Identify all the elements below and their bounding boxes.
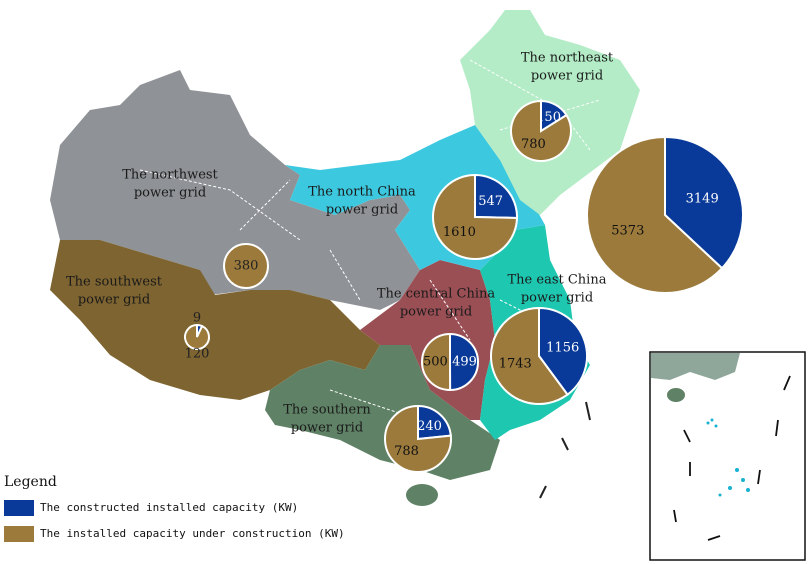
region-label: The northwest <box>122 168 218 183</box>
pie: 150 780 <box>510 99 572 162</box>
northwest-region <box>50 70 420 310</box>
pie-value-label: 380 <box>234 259 259 274</box>
southwest-region <box>50 240 380 400</box>
inset-map <box>649 351 806 561</box>
inset-islands <box>706 418 750 497</box>
region-label: power grid <box>326 203 398 218</box>
region-label: power grid <box>134 186 206 201</box>
hainan-island <box>406 484 438 506</box>
region-label: The east China <box>508 273 607 288</box>
pie-slice <box>421 332 452 392</box>
inset-dashes <box>673 375 791 541</box>
pie-value-label: 500 <box>423 355 448 370</box>
pie-value-label: 547 <box>478 194 503 209</box>
pie: 240 788 <box>384 404 452 473</box>
pie-slice <box>222 243 270 289</box>
pie-value-label: 9 <box>193 311 201 326</box>
legend-swatch <box>4 526 34 542</box>
pie: 499 500 <box>421 332 480 392</box>
pie-slice <box>538 306 588 397</box>
legend-title: Legend <box>4 474 57 490</box>
pie-slice <box>449 332 480 392</box>
pie-value-label: 5373 <box>611 224 644 239</box>
pie: 380 <box>222 243 270 289</box>
pie-slice <box>490 306 569 405</box>
region-labels: The northwest power grid The southwest powe… <box>66 51 614 436</box>
pie-value-label: 150 <box>536 110 561 125</box>
pie: 547 1610 <box>432 173 519 260</box>
legend-swatch <box>4 500 34 516</box>
pie-value-label: 1743 <box>499 356 532 371</box>
legend: Legend The constructed installed capacity… <box>4 474 345 542</box>
pie: 9 120 <box>184 311 210 362</box>
legend-label: The installed capacity under constructio… <box>40 527 345 540</box>
pie-value-label: 499 <box>452 354 477 369</box>
region-label: power grid <box>78 293 150 308</box>
pie-value-label: 788 <box>394 444 419 459</box>
pie-slice <box>384 404 452 473</box>
region-label: The northeast <box>521 51 614 66</box>
pie-slice <box>417 404 452 441</box>
pie-slice <box>586 135 724 294</box>
region-label: The central China <box>377 287 496 302</box>
inset-hainan <box>667 388 685 402</box>
pie: 1156 1743 <box>490 306 588 405</box>
region-label: power grid <box>291 421 363 436</box>
pie-value-label: 780 <box>521 137 546 152</box>
boundary-dashes <box>539 437 569 499</box>
pie-value-label: 240 <box>417 419 442 434</box>
region-label: power grid <box>531 69 603 84</box>
region-label: power grid <box>400 305 472 320</box>
region-label: The north China <box>308 185 416 200</box>
inset-frame <box>649 351 806 561</box>
taiwan-island <box>585 401 591 421</box>
pie-value-label: 1610 <box>443 225 476 240</box>
region-label: power grid <box>521 291 593 306</box>
pie-value-label: 120 <box>185 347 210 362</box>
pie-slice <box>432 173 519 260</box>
legend-label: The constructed installed capacity (KW) <box>40 501 298 514</box>
pie: 3149 5373 <box>586 135 744 294</box>
pie-slice <box>184 323 210 350</box>
pie-slice <box>664 135 744 270</box>
region-label: The southern <box>283 403 371 418</box>
pie-slice <box>510 99 572 162</box>
pie-value-label: 1156 <box>546 341 579 356</box>
inset-land <box>651 353 740 380</box>
region-label: The southwest <box>66 275 163 290</box>
pie-value-label: 3149 <box>686 191 719 206</box>
pie-slice <box>474 173 518 219</box>
pies: 150 780 547 1610 380 9 120 499 500 1156 1743 240 788… <box>184 99 744 473</box>
